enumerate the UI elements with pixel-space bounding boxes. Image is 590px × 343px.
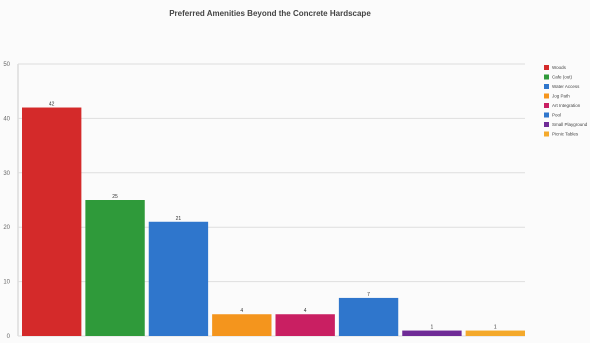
legend-label: Pool: [552, 113, 561, 118]
bar-cafe-out-: [85, 200, 144, 336]
legend-swatch: [544, 132, 549, 137]
y-tick-label: 10: [3, 280, 10, 286]
bar-value-label: 1: [431, 325, 434, 331]
legend-label: Small Playground: [552, 122, 588, 127]
bar-picnic-tables: [466, 331, 525, 336]
bar-value-label: 25: [112, 194, 118, 200]
legend-label: Woods: [552, 65, 567, 70]
bar-value-label: 42: [49, 102, 55, 108]
legend-swatch: [544, 84, 549, 89]
legend-label: Water Access: [552, 84, 580, 89]
bar-value-label: 4: [240, 308, 243, 314]
legend-swatch: [544, 65, 549, 70]
y-tick-label: 0: [7, 334, 11, 340]
bar-water-access: [149, 222, 208, 336]
bar-pool: [339, 298, 398, 336]
bar-value-label: 7: [367, 292, 370, 298]
bar-jog-path: [212, 314, 271, 336]
bar-value-label: 4: [304, 308, 307, 314]
y-tick-label: 40: [3, 116, 10, 122]
bar-value-label: 1: [494, 325, 497, 331]
bar-woods: [22, 108, 81, 336]
bar-art-integration: [276, 314, 335, 336]
legend-swatch: [544, 75, 549, 80]
y-tick-label: 30: [3, 171, 10, 177]
bar-small-playground: [402, 331, 461, 336]
legend-label: Cafe (out): [552, 75, 573, 80]
y-tick-label: 20: [3, 225, 10, 231]
legend-swatch: [544, 122, 549, 127]
bar-value-label: 21: [176, 216, 182, 222]
legend-label: Jog Path: [552, 94, 570, 99]
legend-label: Picnic Tables: [552, 132, 579, 137]
legend-swatch: [544, 94, 549, 99]
legend-swatch: [544, 113, 549, 118]
y-tick-label: 50: [3, 62, 10, 68]
legend-swatch: [544, 103, 549, 108]
legend-label: Art Integration: [552, 103, 581, 108]
